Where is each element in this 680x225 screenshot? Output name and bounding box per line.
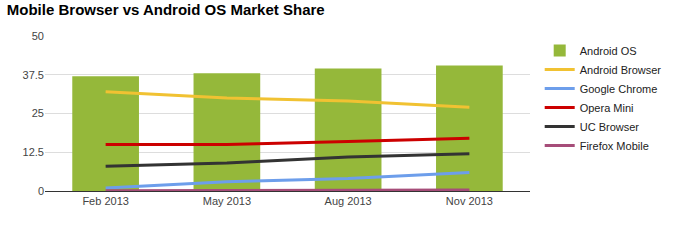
svg-text:Firefox Mobile: Firefox Mobile: [580, 140, 649, 152]
svg-text:37.5: 37.5: [23, 69, 44, 81]
svg-text:Feb 2013: Feb 2013: [82, 195, 128, 207]
svg-text:0: 0: [38, 185, 44, 197]
svg-text:Google Chrome: Google Chrome: [580, 83, 658, 95]
svg-text:Opera Mini: Opera Mini: [580, 102, 634, 114]
svg-text:50: 50: [32, 30, 44, 42]
svg-text:May 2013: May 2013: [203, 195, 251, 207]
svg-text:UC Browser: UC Browser: [580, 121, 640, 133]
svg-text:Android OS: Android OS: [580, 45, 637, 57]
svg-text:25: 25: [32, 107, 44, 119]
svg-text:12.5: 12.5: [23, 146, 44, 158]
svg-text:Nov 2013: Nov 2013: [446, 195, 493, 207]
svg-text:Aug 2013: Aug 2013: [325, 195, 372, 207]
svg-text:Android Browser: Android Browser: [580, 64, 662, 76]
svg-text:Mobile Browser vs Android OS M: Mobile Browser vs Android OS Market Shar…: [7, 1, 325, 18]
